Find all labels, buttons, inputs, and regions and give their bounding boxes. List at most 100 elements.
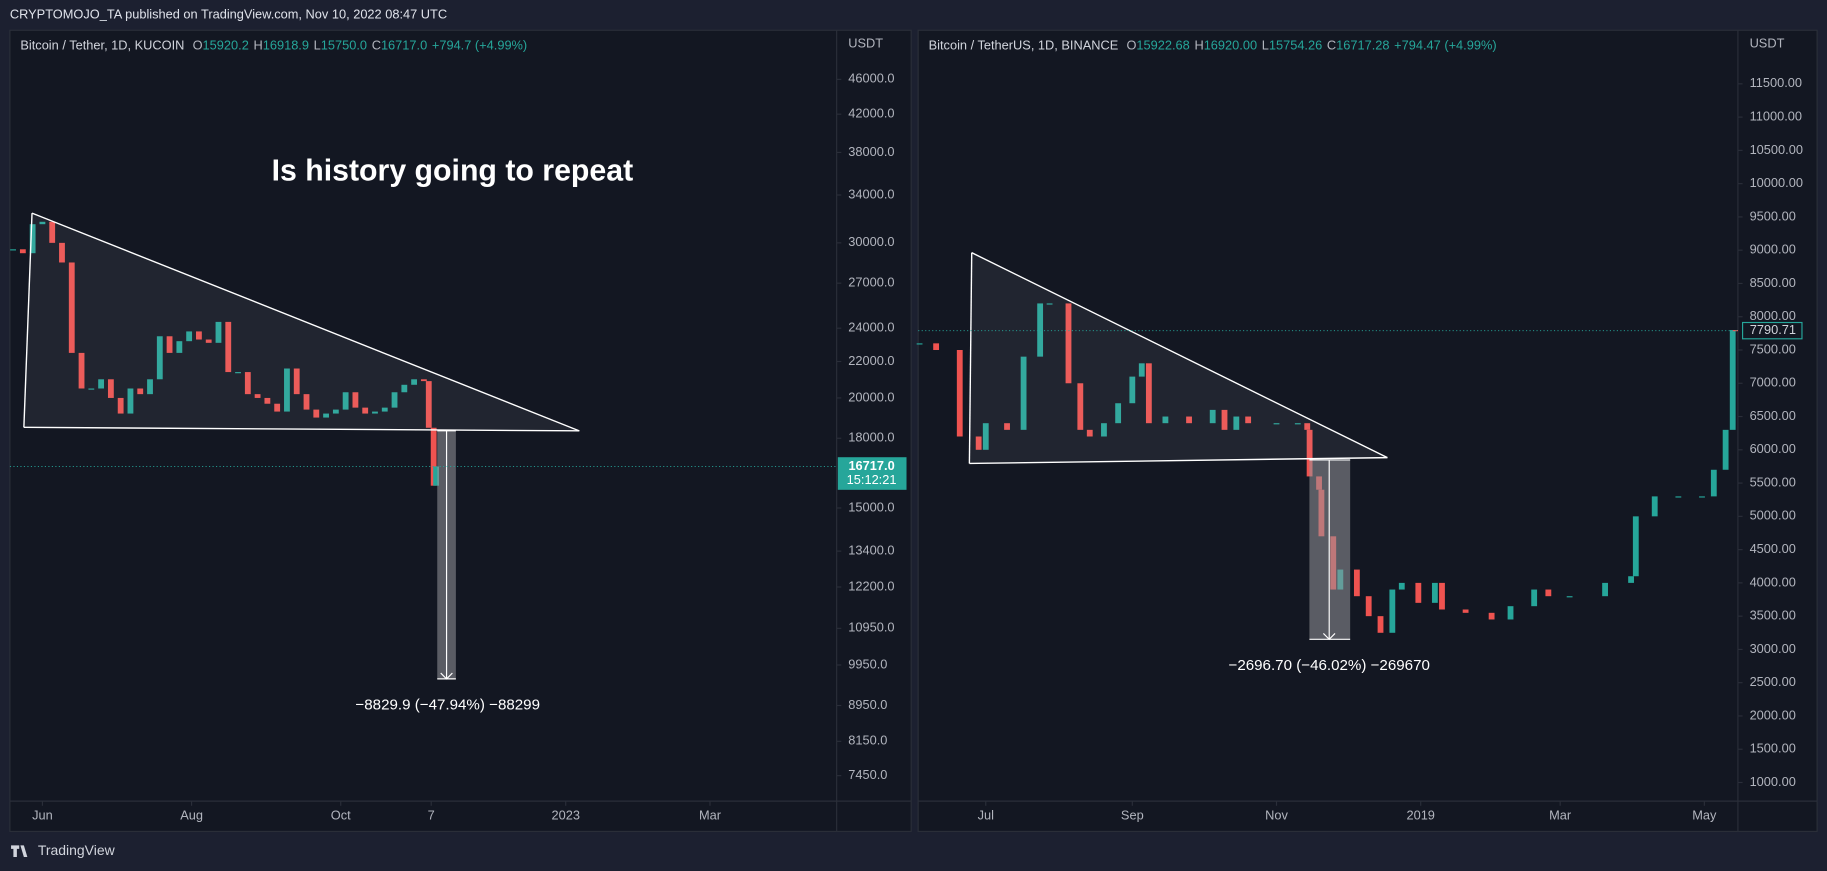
annotations: −8829.9 (−47.94%) −88299 Is history goin… <box>23 154 1430 714</box>
y-tick-label: 42000.0 <box>848 106 894 121</box>
candle <box>127 388 134 414</box>
candle <box>98 379 105 389</box>
legend-change: +794.47 (+4.99%) <box>1394 38 1496 53</box>
candle <box>1675 496 1682 498</box>
x-tick-label: Nov <box>1265 808 1288 823</box>
candle <box>1273 423 1280 425</box>
x-tick-label: 2023 <box>551 808 579 823</box>
y-tick-label: 6500.00 <box>1750 408 1796 423</box>
candle <box>1020 356 1027 430</box>
y-tick-label: 11000.00 <box>1750 108 1802 123</box>
legend-key: O <box>193 38 203 53</box>
candle <box>1377 616 1384 633</box>
legend-value: 15754.26 <box>1269 38 1322 53</box>
candle <box>39 221 46 225</box>
y-tick-label: 5000.00 <box>1750 508 1796 523</box>
footer-brand: TradingView <box>38 842 116 858</box>
candle <box>1145 363 1152 424</box>
y-tick-label: 7000.00 <box>1750 375 1796 390</box>
y-tick-label: 46000.0 <box>848 71 894 86</box>
candle <box>156 336 163 380</box>
legend-value: 15750.0 <box>321 38 367 53</box>
candle <box>1209 409 1216 424</box>
candle <box>264 397 271 404</box>
x-tick-label: Sep <box>1121 808 1144 823</box>
candle <box>1431 582 1438 603</box>
candle <box>107 379 114 398</box>
x-tick-label: Mar <box>699 808 722 823</box>
candle <box>975 436 982 450</box>
candle <box>313 409 320 418</box>
candle <box>147 379 153 395</box>
candle <box>916 343 923 345</box>
y-tick-label: 9000.00 <box>1750 242 1796 257</box>
candle <box>29 224 36 254</box>
candle <box>1086 429 1093 437</box>
publisher-line: CRYPTOMOJO_TA published on TradingView.c… <box>10 7 447 22</box>
legend-value: 16717.28 <box>1336 38 1389 53</box>
legend-key: H <box>1194 38 1203 53</box>
candle <box>1129 376 1136 404</box>
y-tick-label: 20000.0 <box>848 389 894 404</box>
candle <box>391 392 398 408</box>
candle <box>332 409 339 414</box>
candle <box>88 388 95 390</box>
candle <box>1115 403 1122 424</box>
legend-value: 16717.0 <box>381 38 427 53</box>
candle <box>1722 429 1729 470</box>
candle <box>1439 582 1445 610</box>
candle <box>1138 363 1145 377</box>
chart-title: Is history going to repeat <box>272 154 634 187</box>
candle <box>215 321 222 343</box>
candle <box>1233 416 1240 430</box>
candle <box>933 343 940 350</box>
candle <box>1221 409 1228 430</box>
legend-key: H <box>253 38 262 53</box>
candle <box>254 394 261 398</box>
y-tick-label: 34000.0 <box>848 186 894 201</box>
candle <box>1628 576 1634 583</box>
candle <box>1046 303 1053 305</box>
x-tick-label: 7 <box>428 808 435 823</box>
candle <box>372 411 378 414</box>
left-pane <box>9 29 912 832</box>
x-tick-label: Oct <box>331 808 351 823</box>
y-tick-label: 9500.00 <box>1750 208 1796 223</box>
y-tick-label: 8950.0 <box>848 697 887 712</box>
candle <box>59 242 65 263</box>
y-tick-label: 7450.0 <box>848 767 887 782</box>
candle <box>274 403 281 412</box>
candle <box>1531 589 1538 607</box>
legend: Bitcoin / Tether, 1D, KUCOIN O15920.2 H169… <box>20 38 527 53</box>
y-tick-label: 30000.0 <box>848 234 894 249</box>
candle <box>1365 596 1372 617</box>
candle <box>68 262 75 353</box>
candle <box>1699 496 1705 498</box>
y-tick-label: 12200.0 <box>848 578 894 593</box>
x-tick-label: Jun <box>32 808 53 823</box>
legend-key: L <box>1262 38 1269 53</box>
candle <box>1353 569 1360 597</box>
candle <box>425 381 432 428</box>
triangle-fill <box>969 252 1388 464</box>
candle <box>1004 423 1010 430</box>
candle <box>1488 612 1495 620</box>
legend-value: 16920.00 <box>1204 38 1257 53</box>
candle <box>196 331 202 340</box>
y-tick-label: 1500.00 <box>1750 741 1796 756</box>
candle <box>225 321 232 373</box>
y-tick-label: 18000.0 <box>848 430 894 445</box>
candle <box>982 423 989 450</box>
y-tick-label: 13400.0 <box>848 542 894 557</box>
candle <box>137 388 144 395</box>
candle <box>166 336 173 353</box>
candle <box>1602 582 1608 597</box>
y-tick-label: 1000.00 <box>1750 774 1796 789</box>
candle <box>342 392 349 410</box>
legend-value: 15920.2 <box>203 38 249 53</box>
measure-label: −2696.70 (−46.02%) −269670 <box>1228 657 1429 674</box>
y-tick-label: 11500.00 <box>1750 75 1802 90</box>
triangle-side <box>968 252 973 464</box>
measure-label: −8829.9 (−47.94%) −88299 <box>355 697 540 714</box>
